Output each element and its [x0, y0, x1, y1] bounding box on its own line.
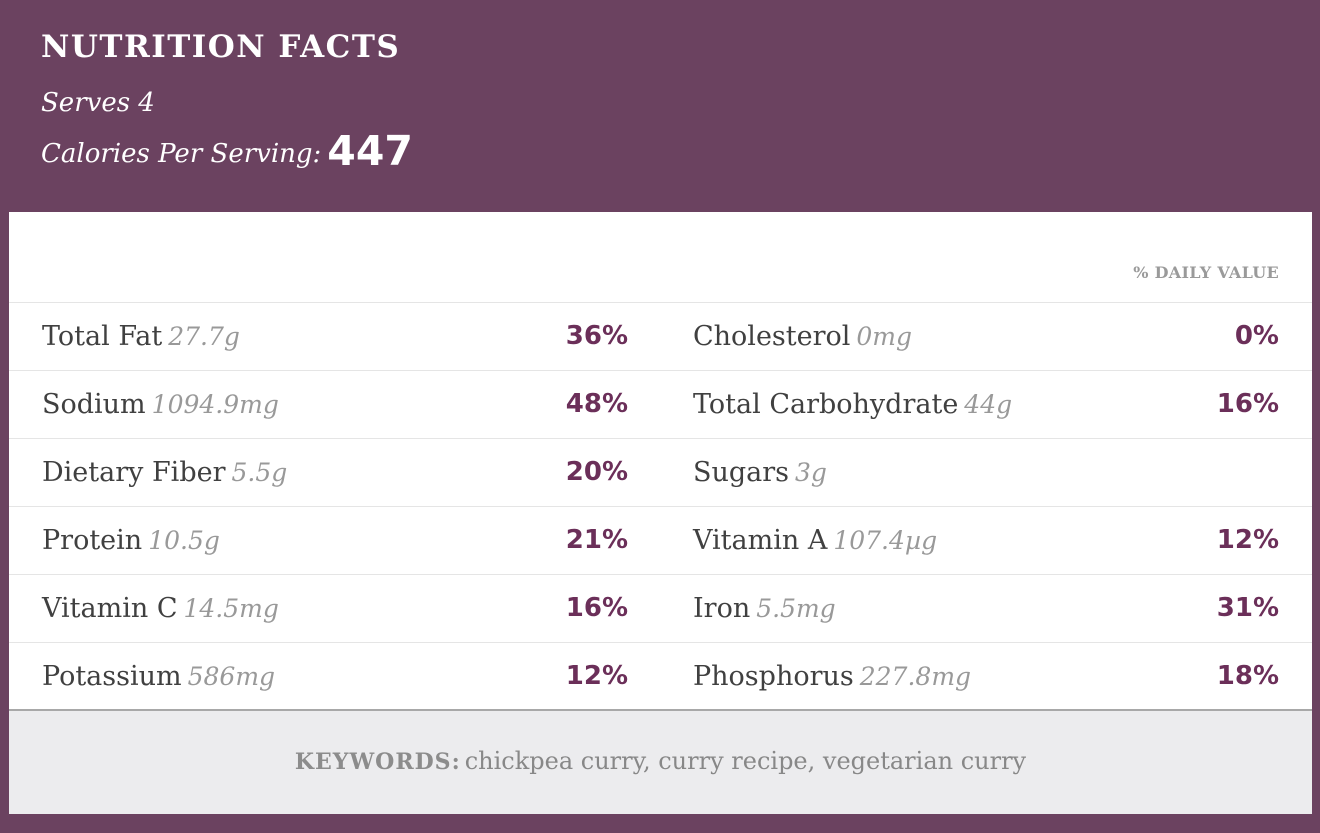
nutrient-name: Protein — [42, 525, 143, 556]
nutrient-percent: 18% — [1216, 661, 1279, 691]
calories-label: Calories Per Serving: — [41, 139, 322, 169]
nutrient-name: Phosphorus — [693, 661, 854, 692]
nutrient-cell: Cholesterol 0mg 0% — [693, 303, 1279, 370]
nutrient-amount: 14.5mg — [183, 594, 279, 623]
table-header: % DAILY VALUE — [9, 212, 1312, 303]
nutrient-percent: 48% — [565, 389, 628, 419]
table-row: Total Fat 27.7g 36% Cholesterol 0mg 0% — [9, 303, 1312, 371]
nutrient-name: Dietary Fiber — [42, 457, 226, 488]
nutrient-amount: 586mg — [187, 662, 276, 691]
calories-line: Calories Per Serving: 447 — [41, 127, 413, 175]
nutrient-name: Total Fat — [42, 321, 163, 352]
nutrient-percent: 31% — [1216, 593, 1279, 623]
nutrient-amount: 227.8mg — [859, 662, 972, 691]
nutrient-percent: 12% — [565, 661, 628, 691]
nutrient-amount: 1094.9mg — [151, 390, 279, 419]
nutrient-cell: Vitamin A 107.4µg 12% — [693, 507, 1279, 574]
nutrient-name: Vitamin C — [42, 593, 178, 624]
nutrient-amount: 5.5mg — [756, 594, 836, 623]
nutrient-percent: 16% — [565, 593, 628, 623]
nutrient-percent: 0% — [1234, 321, 1279, 351]
nutrient-cell: Vitamin C 14.5mg 16% — [42, 575, 628, 642]
table-row: Dietary Fiber 5.5g 20% Sugars 3g — [9, 439, 1312, 507]
nutrition-header: NUTRITION FACTS Serves 4 Calories Per Se… — [0, 0, 1320, 212]
nutrient-name: Iron — [693, 593, 751, 624]
nutrient-cell: Total Carbohydrate 44g 16% — [693, 371, 1279, 438]
nutrition-title: NUTRITION FACTS — [41, 29, 401, 65]
nutrient-amount: 3g — [795, 458, 827, 487]
table-row: Vitamin C 14.5mg 16% Iron 5.5mg 31% — [9, 575, 1312, 643]
table-row: Potassium 586mg 12% Phosphorus 227.8mg 18% — [9, 643, 1312, 711]
nutrient-name: Sugars — [693, 457, 790, 488]
nutrient-cell: Total Fat 27.7g 36% — [42, 303, 628, 370]
table-row: Protein 10.5g 21% Vitamin A 107.4µg 12% — [9, 507, 1312, 575]
nutrient-percent: 36% — [565, 321, 628, 351]
nutrient-amount: 10.5g — [148, 526, 220, 555]
nutrient-cell: Sodium 1094.9mg 48% — [42, 371, 628, 438]
nutrient-amount: 27.7g — [168, 322, 240, 351]
nutrient-cell: Phosphorus 227.8mg 18% — [693, 643, 1279, 710]
servings-text: Serves 4 — [41, 88, 155, 118]
nutrient-amount: 44g — [964, 390, 1013, 419]
nutrient-name: Sodium — [42, 389, 146, 420]
daily-value-label: % DAILY VALUE — [1133, 263, 1279, 282]
nutrient-cell: Protein 10.5g 21% — [42, 507, 628, 574]
nutrient-percent: 21% — [565, 525, 628, 555]
nutrient-amount: 0mg — [856, 322, 913, 351]
table-row: Sodium 1094.9mg 48% Total Carbohydrate 44g… — [9, 371, 1312, 439]
nutrition-table: % DAILY VALUE Total Fat 27.7g 36% Cholest… — [9, 212, 1312, 709]
nutrient-percent: 16% — [1216, 389, 1279, 419]
nutrient-name: Potassium — [42, 661, 182, 692]
keywords-footer: KEYWORDS: chickpea curry, curry recipe, v… — [9, 709, 1312, 814]
keywords-text: chickpea curry, curry recipe, vegetarian… — [464, 747, 1027, 775]
nutrient-cell: Iron 5.5mg 31% — [693, 575, 1279, 642]
nutrient-amount: 5.5g — [231, 458, 288, 487]
nutrient-name: Cholesterol — [693, 321, 851, 352]
nutrient-percent: 12% — [1216, 525, 1279, 555]
nutrient-cell: Dietary Fiber 5.5g 20% — [42, 439, 628, 506]
keywords-label: KEYWORDS: — [294, 749, 461, 775]
nutrient-name: Total Carbohydrate — [693, 389, 959, 420]
nutrient-cell: Potassium 586mg 12% — [42, 643, 628, 710]
nutrient-name: Vitamin A — [693, 525, 828, 556]
calories-value: 447 — [327, 127, 413, 175]
nutrient-cell: Sugars 3g — [693, 439, 1279, 506]
nutrient-percent: 20% — [565, 457, 628, 487]
nutrient-amount: 107.4µg — [833, 526, 938, 555]
